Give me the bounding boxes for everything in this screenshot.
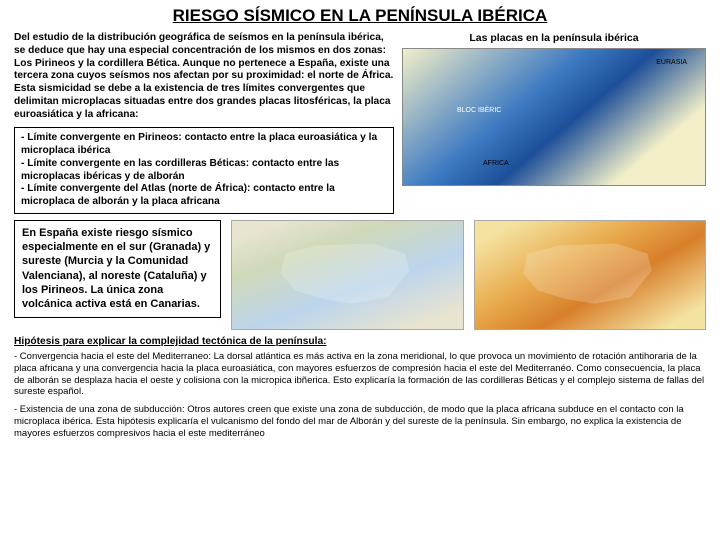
spain-outline-1 xyxy=(274,240,417,307)
hazard-map xyxy=(474,220,706,330)
left-column: Del estudio de la distribución geográfic… xyxy=(14,32,394,220)
hypothesis-2: - Existencia de una zona de subducción: … xyxy=(14,404,706,440)
limit-line-1: - Límite convergente en Pirineos: contac… xyxy=(21,132,387,158)
plates-map: EURASIA BLOC IBÈRIC AFRICA xyxy=(402,48,706,186)
mid-row: En España existe riesgo sísmico especial… xyxy=(14,220,706,330)
limit-line-2: - Límite convergente en las cordilleras … xyxy=(21,158,387,184)
limit-line-3: - Límite convergente del Atlas (norte de… xyxy=(21,183,387,209)
label-africa: AFRICA xyxy=(483,160,509,167)
limits-box: - Límite convergente en Pirineos: contac… xyxy=(14,127,394,214)
intro-text: Del estudio de la distribución geográfic… xyxy=(14,32,394,121)
page-title: RIESGO SÍSMICO EN LA PENÍNSULA IBÉRICA xyxy=(14,6,706,26)
map-caption: Las placas en la península ibérica xyxy=(402,32,706,44)
risk-box-wrap: En España existe riesgo sísmico especial… xyxy=(14,220,221,318)
label-eurasia: EURASIA xyxy=(656,59,687,66)
hypothesis-title: Hipótesis para explicar la complejidad t… xyxy=(14,336,706,347)
seismic-map xyxy=(231,220,463,330)
right-column: Las placas en la península ibérica EURAS… xyxy=(402,32,706,220)
label-iberica: BLOC IBÈRIC xyxy=(457,107,501,114)
top-row: Del estudio de la distribución geográfic… xyxy=(14,32,706,220)
spain-outline-2 xyxy=(516,240,659,307)
risk-box: En España existe riesgo sísmico especial… xyxy=(14,220,221,318)
hypothesis-1: - Convergencia hacia el este del Mediter… xyxy=(14,351,706,399)
